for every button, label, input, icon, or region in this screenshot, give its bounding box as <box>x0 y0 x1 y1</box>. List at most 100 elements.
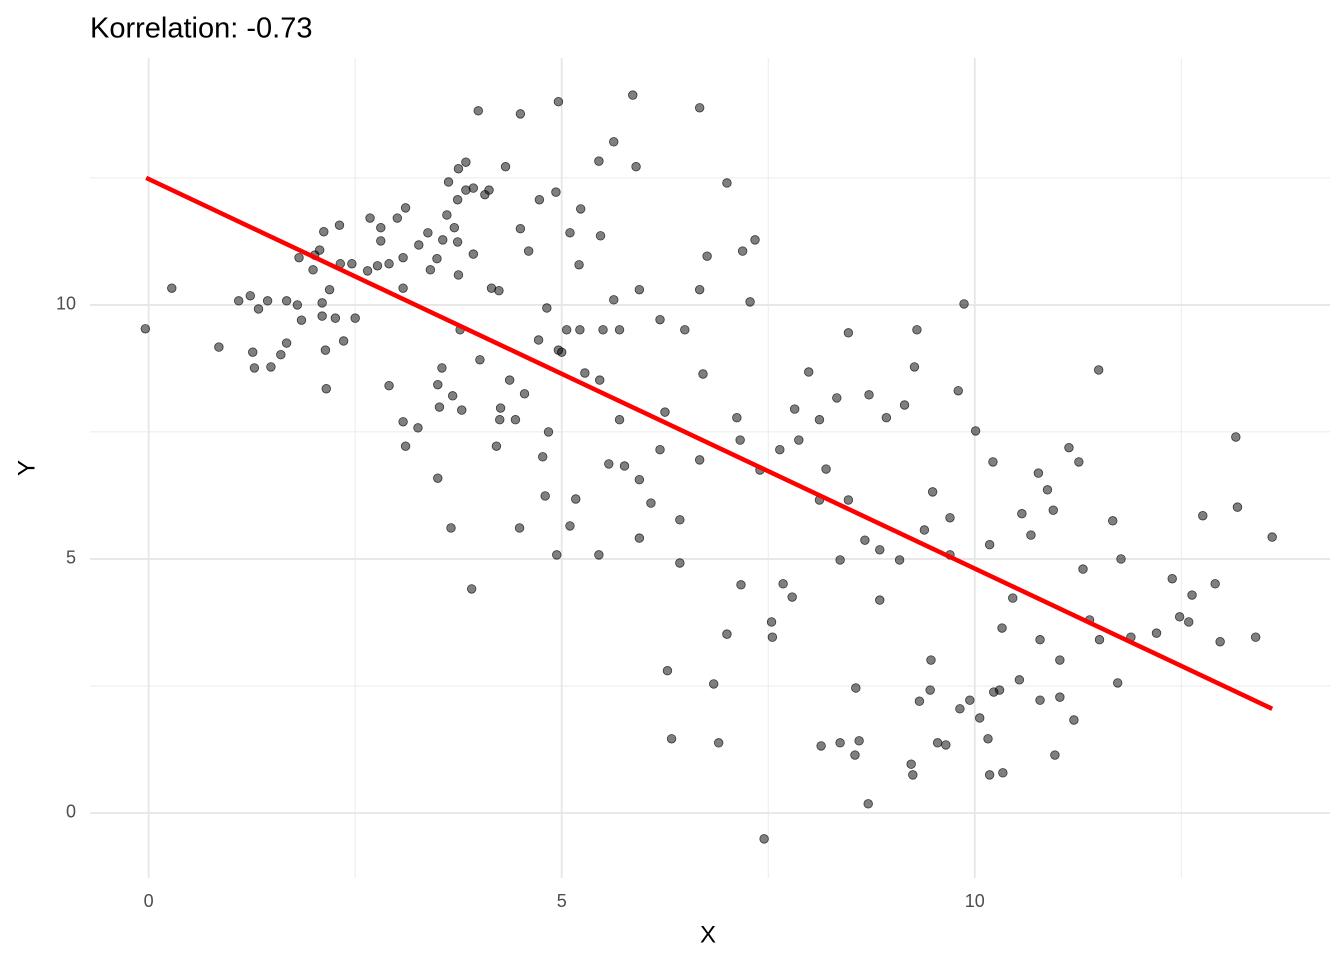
point <box>457 405 467 415</box>
point <box>384 380 394 391</box>
point <box>955 704 965 714</box>
point <box>484 185 494 195</box>
point <box>551 187 561 197</box>
point <box>604 459 614 469</box>
point <box>609 137 619 147</box>
point <box>561 325 572 335</box>
point <box>745 297 755 307</box>
point <box>787 592 797 602</box>
point <box>167 283 177 293</box>
point <box>789 404 800 414</box>
point <box>292 300 303 310</box>
y-axis-label: Y <box>13 460 40 476</box>
point <box>533 335 544 345</box>
point <box>400 441 411 451</box>
y-tick-label: 5 <box>66 548 76 568</box>
point <box>864 390 874 400</box>
point <box>423 228 433 238</box>
point <box>1033 468 1044 478</box>
point <box>1042 485 1053 495</box>
point <box>894 555 905 565</box>
point <box>609 295 619 305</box>
point <box>296 315 307 325</box>
point <box>347 259 357 269</box>
x-tick-label: 5 <box>557 891 567 911</box>
point <box>491 441 502 451</box>
point <box>737 246 748 256</box>
point <box>614 325 625 335</box>
y-tick-label: 0 <box>66 802 76 822</box>
point <box>461 157 471 167</box>
point <box>634 533 645 543</box>
point <box>598 325 608 335</box>
point <box>468 183 479 193</box>
point <box>680 325 690 335</box>
point <box>835 555 845 565</box>
point <box>276 350 286 360</box>
point <box>1184 617 1194 627</box>
point <box>863 799 873 809</box>
point <box>452 237 463 247</box>
point <box>766 617 777 627</box>
point <box>495 403 506 413</box>
point <box>523 246 534 256</box>
point <box>919 525 930 535</box>
point <box>438 235 448 245</box>
point <box>515 109 526 119</box>
point <box>376 236 386 246</box>
point <box>854 736 864 746</box>
point <box>775 445 785 455</box>
point <box>398 283 408 293</box>
point <box>245 291 255 301</box>
point <box>534 195 545 205</box>
point <box>906 759 916 769</box>
point <box>553 345 564 355</box>
point <box>619 461 630 471</box>
point <box>709 679 719 689</box>
point <box>334 220 345 230</box>
point <box>433 473 443 483</box>
point <box>660 407 670 417</box>
point <box>294 252 304 263</box>
point <box>1167 574 1177 584</box>
point <box>140 324 151 334</box>
point <box>1078 564 1088 574</box>
point <box>1008 593 1018 603</box>
point <box>1187 590 1197 600</box>
point <box>248 347 258 357</box>
point <box>983 734 993 744</box>
point <box>1108 516 1118 526</box>
point <box>571 494 581 504</box>
point <box>553 96 564 107</box>
point <box>926 655 936 665</box>
point <box>314 245 325 255</box>
point <box>494 285 504 296</box>
point <box>595 231 606 241</box>
point <box>552 550 562 560</box>
point <box>515 224 526 234</box>
point <box>446 523 456 533</box>
point <box>722 629 732 639</box>
point <box>614 415 625 425</box>
point <box>234 296 244 306</box>
point <box>662 666 673 676</box>
point <box>281 296 292 306</box>
point <box>576 204 586 214</box>
point <box>500 162 511 172</box>
point <box>698 369 708 379</box>
point <box>832 393 842 403</box>
point <box>881 413 892 423</box>
point <box>994 685 1005 695</box>
point <box>362 266 373 276</box>
point <box>835 738 845 748</box>
point <box>437 363 447 373</box>
point <box>666 734 677 744</box>
point <box>804 367 814 377</box>
point <box>1116 554 1126 564</box>
point <box>631 162 641 172</box>
point <box>1210 579 1220 589</box>
point <box>1064 442 1074 453</box>
point <box>413 423 423 433</box>
point <box>1069 715 1079 725</box>
point <box>321 384 331 394</box>
